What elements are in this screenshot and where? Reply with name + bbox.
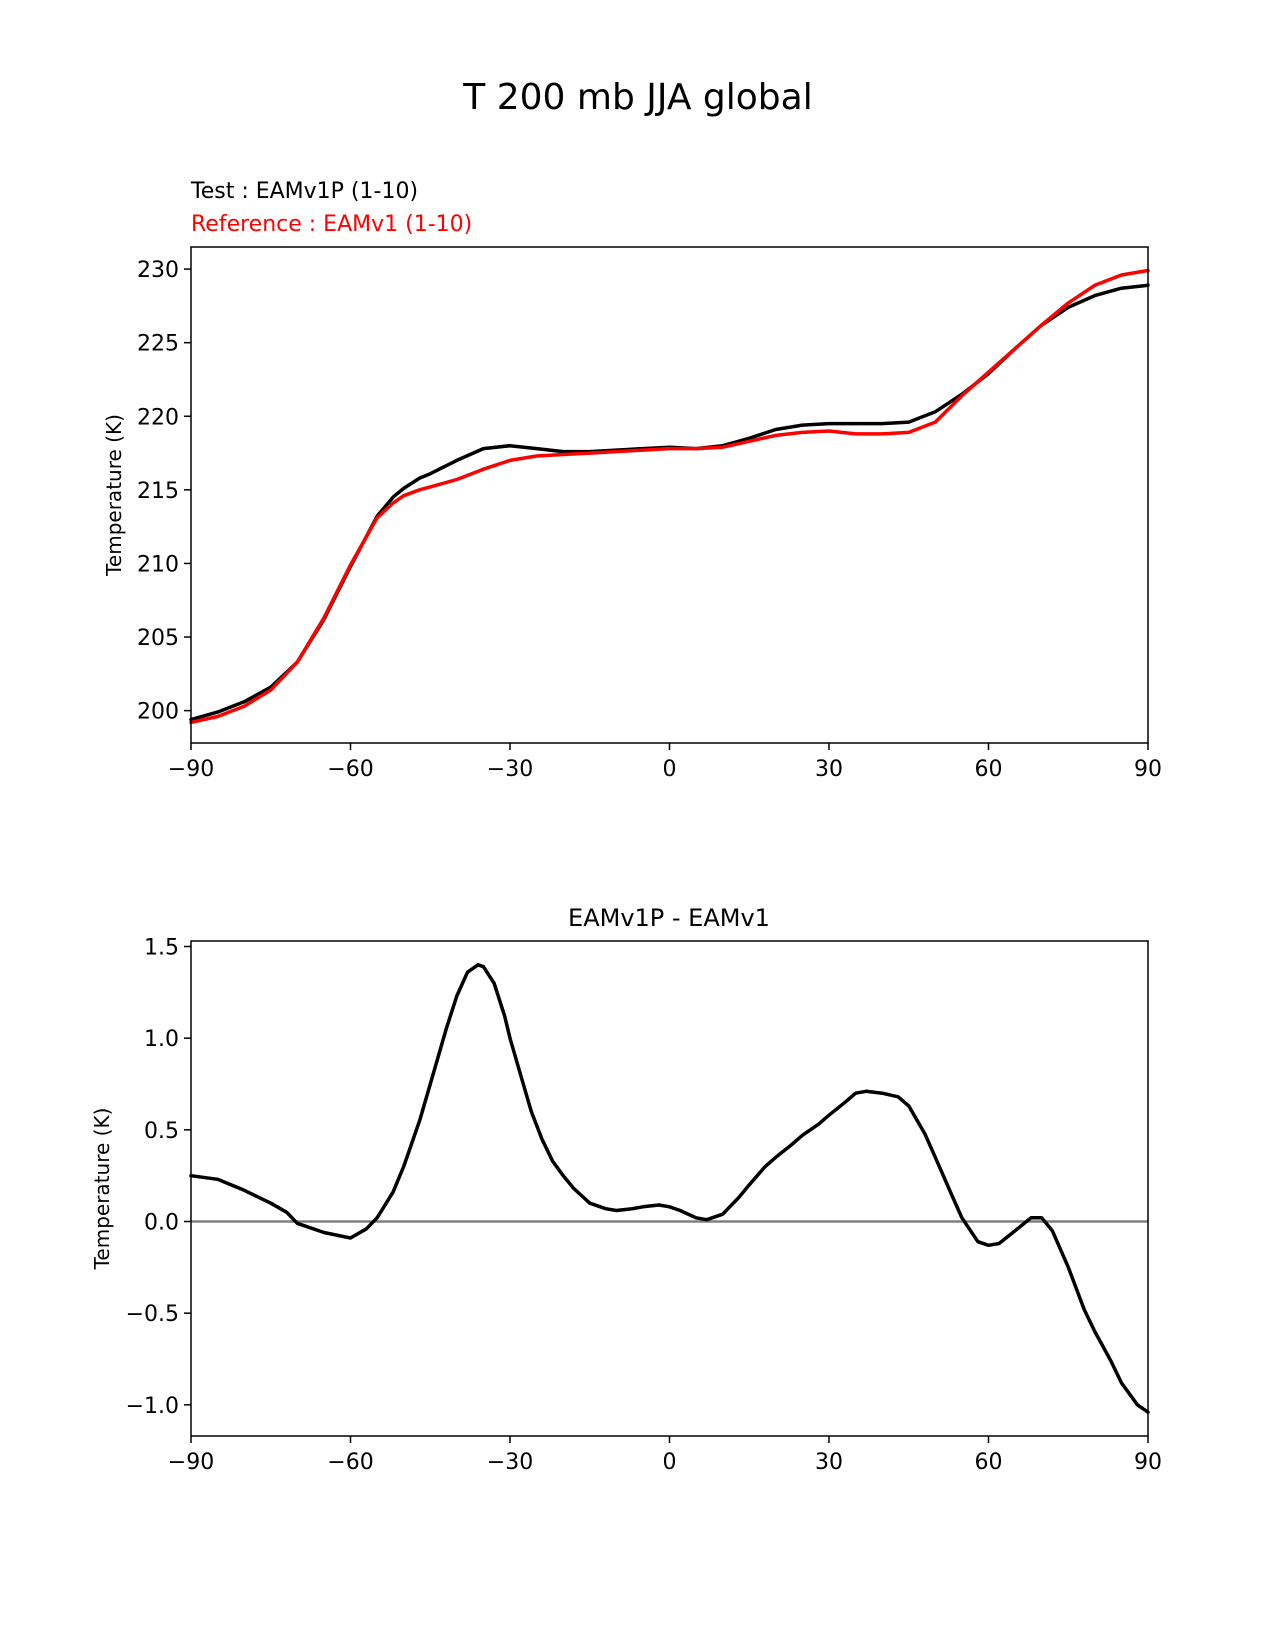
x-tick-label: 30: [815, 1450, 843, 1475]
x-tick-label: −30: [487, 1450, 533, 1475]
x-tick-label: 30: [815, 757, 843, 782]
x-tick-label: −60: [327, 757, 373, 782]
difference-panel-title: EAMv1P - EAMv1: [568, 904, 770, 932]
x-tick-label: 0: [663, 1450, 677, 1475]
bottom-plot-frame: [190, 940, 1149, 1437]
y-tick-label: −1.0: [126, 1394, 179, 1419]
bottom-series-layer: [189, 963, 1150, 1414]
y-tick-label: 210: [137, 552, 179, 577]
x-tick-label: 0: [663, 757, 677, 782]
y-tick-label: 0.0: [144, 1211, 179, 1236]
bottom-ticks-layer: −90 −60 −30 0 30 60 90 −1.0 −0.5 0.0 0.5 1.0 1.5: [126, 936, 1162, 1476]
series-line-eamv1p: [189, 283, 1150, 722]
y-tick-label: 200: [137, 700, 179, 725]
series-line-eamv1p-eamv1: [189, 963, 1150, 1414]
x-tick-label: −30: [487, 757, 533, 782]
x-tick-label: −60: [327, 1450, 373, 1475]
y-tick-label: 205: [137, 626, 179, 651]
y-tick-label: 225: [137, 332, 179, 357]
temperature-lines-panel: Test : EAMv1P (1-10) Reference : EAMv1 (…: [102, 179, 1162, 782]
series-line-eamv1: [189, 268, 1150, 725]
y-tick-label: 220: [137, 405, 179, 430]
y-tick-label: 215: [137, 479, 179, 504]
x-tick-label: −90: [168, 1450, 214, 1475]
x-tick-label: 90: [1134, 757, 1162, 782]
test-label: Test : EAMv1P (1-10): [190, 179, 418, 204]
x-tick-label: 60: [975, 1450, 1003, 1475]
top-y-axis-label: Temperature (K): [102, 414, 126, 577]
top-plot-frame: [190, 246, 1149, 744]
y-tick-label: 1.0: [144, 1027, 179, 1052]
x-tick-label: 60: [975, 757, 1003, 782]
y-tick-label: −0.5: [126, 1302, 179, 1327]
bottom-y-axis-label: Temperature (K): [90, 1108, 114, 1271]
difference-panel: EAMv1P - EAMv1 −90 −60 −30 0 30 60 90 −1.0 −0.5 0…: [90, 904, 1162, 1475]
y-tick-label: 230: [137, 258, 179, 283]
x-tick-label: −90: [168, 757, 214, 782]
top-series-layer: [189, 268, 1150, 725]
figure-title: T 200 mb JJA global: [462, 77, 812, 118]
y-tick-label: 0.5: [144, 1119, 179, 1144]
x-tick-label: 90: [1134, 1450, 1162, 1475]
y-tick-label: 1.5: [144, 936, 179, 961]
reference-label: Reference : EAMv1 (1-10): [191, 212, 472, 237]
top-ticks-layer: −90 −60 −30 0 30 60 90 200 205 210 215 220 225 230: [137, 258, 1162, 782]
